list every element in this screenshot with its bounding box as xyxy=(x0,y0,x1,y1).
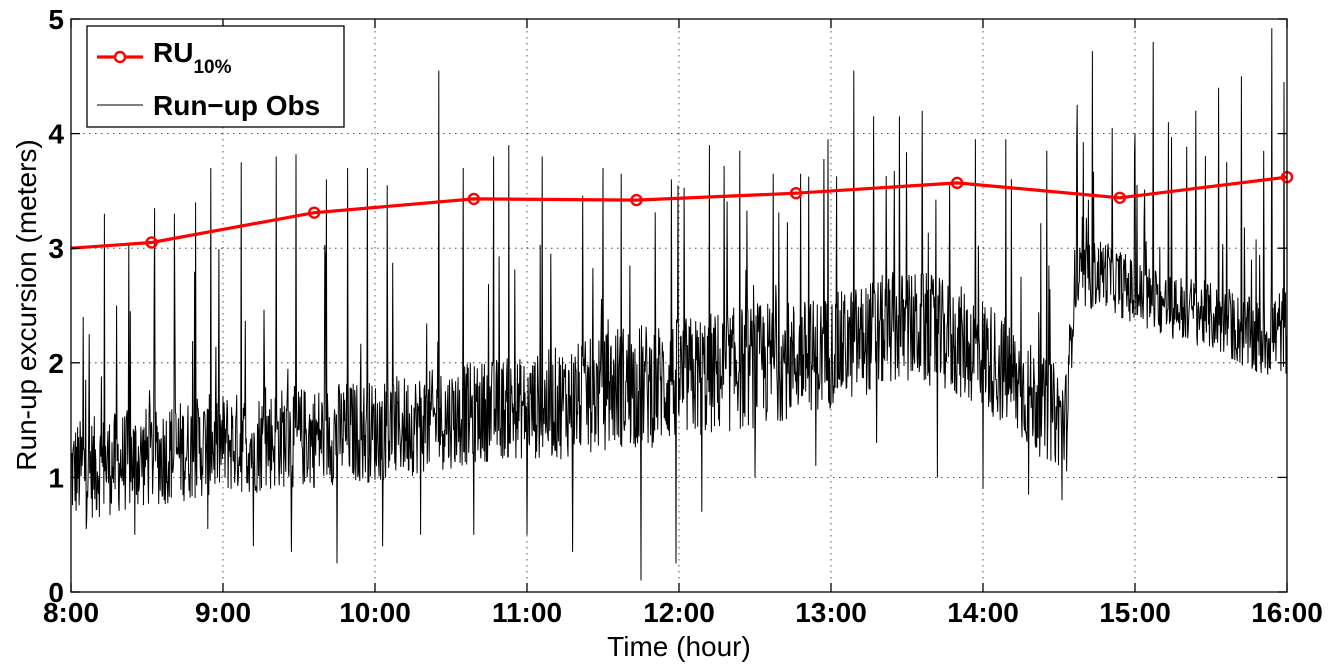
x-axis-label: Time (hour) xyxy=(607,631,751,662)
x-tick-labels: 8:00 9:00 10:00 11:00 12:00 13:00 14:00 15:00 16… xyxy=(43,597,1323,628)
x-tick-label-4: 12:00 xyxy=(643,597,715,628)
legend-ru10-subscript: 10% xyxy=(193,57,231,78)
x-tick-label-5: 13:00 xyxy=(795,597,867,628)
y-tick-label-5: 5 xyxy=(48,4,64,35)
y-tick-labels: 0 1 2 3 4 5 xyxy=(48,4,64,608)
legend-obs-label: Run−up Obs xyxy=(153,90,320,121)
ru10-marker-5 xyxy=(789,186,803,200)
x-tick-label-6: 14:00 xyxy=(947,597,1019,628)
y-tick-label-3: 3 xyxy=(48,233,64,264)
legend-box xyxy=(86,25,345,128)
ru10-marker-6 xyxy=(950,176,964,190)
y-tick-label-0: 0 xyxy=(48,577,64,608)
y-tick-label-2: 2 xyxy=(48,348,64,379)
x-tick-label-7: 15:00 xyxy=(1099,597,1171,628)
ru10-marker-3 xyxy=(467,192,480,206)
y-tick-label-4: 4 xyxy=(48,119,64,150)
x-tick-label-0: 8:00 xyxy=(43,597,99,628)
ru10-line xyxy=(70,175,1288,250)
run-up-obs-line xyxy=(70,28,1288,581)
legend-ru10-label: RU10% xyxy=(153,37,232,78)
run-up-obs-series xyxy=(70,28,1288,581)
y-axis-label: Run-up excursion (meters) xyxy=(11,139,42,470)
legend-ru10-main: RU xyxy=(153,37,193,68)
legend-ru10-swatch-marker xyxy=(113,50,127,64)
x-tick-label-2: 10:00 xyxy=(339,597,411,628)
axis-ticks xyxy=(70,18,1288,593)
x-tick-label-3: 11:00 xyxy=(492,597,562,628)
ru10-marker-2 xyxy=(308,206,321,219)
ru10-marker-1 xyxy=(145,236,158,249)
ru10-marker-7 xyxy=(1113,191,1127,204)
ru10-marker-4 xyxy=(630,193,643,207)
y-tick-label-1: 1 xyxy=(48,462,64,493)
legend: RU10% Run−up Obs xyxy=(86,25,345,128)
ru10-series xyxy=(70,170,1294,250)
x-tick-label-8: 16:00 xyxy=(1251,597,1323,628)
x-tick-label-1: 9:00 xyxy=(195,597,251,628)
